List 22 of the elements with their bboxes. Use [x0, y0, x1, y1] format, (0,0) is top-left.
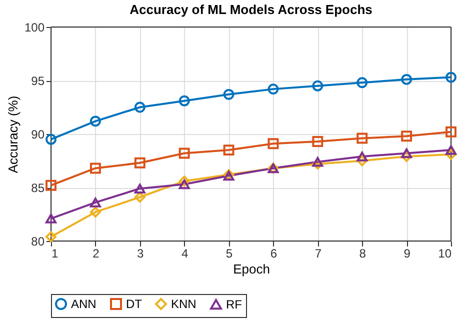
x-axis-title: Epoch: [233, 262, 270, 276]
y-tick-label: 90: [31, 128, 45, 142]
x-tick-label: 10: [438, 246, 452, 260]
x-tick-label: 3: [137, 246, 144, 260]
legend-label: RF: [226, 297, 242, 312]
x-tick-label: 6: [270, 246, 278, 260]
y-axis-title: Accuracy (%): [5, 96, 20, 174]
y-tick-label: 85: [31, 181, 45, 195]
y-tick-label: 95: [31, 74, 45, 88]
x-tick-label: 5: [226, 246, 233, 260]
x-tick-label: 4: [181, 246, 188, 260]
legend-label: KNN: [171, 297, 196, 311]
x-tick-label: 9: [404, 246, 411, 260]
x-tick-label: 8: [359, 246, 366, 260]
x-tick-label: 1: [52, 246, 58, 260]
legend-label: DT: [126, 297, 143, 311]
y-tick-label: 80: [31, 234, 45, 248]
x-tick-label: 7: [314, 246, 322, 260]
y-tick-label: 100: [24, 20, 45, 34]
legend-label: ANN: [71, 297, 96, 311]
x-tick-label: 2: [92, 246, 100, 260]
chart-title: Accuracy of ML Models Across Epochs: [130, 2, 372, 17]
